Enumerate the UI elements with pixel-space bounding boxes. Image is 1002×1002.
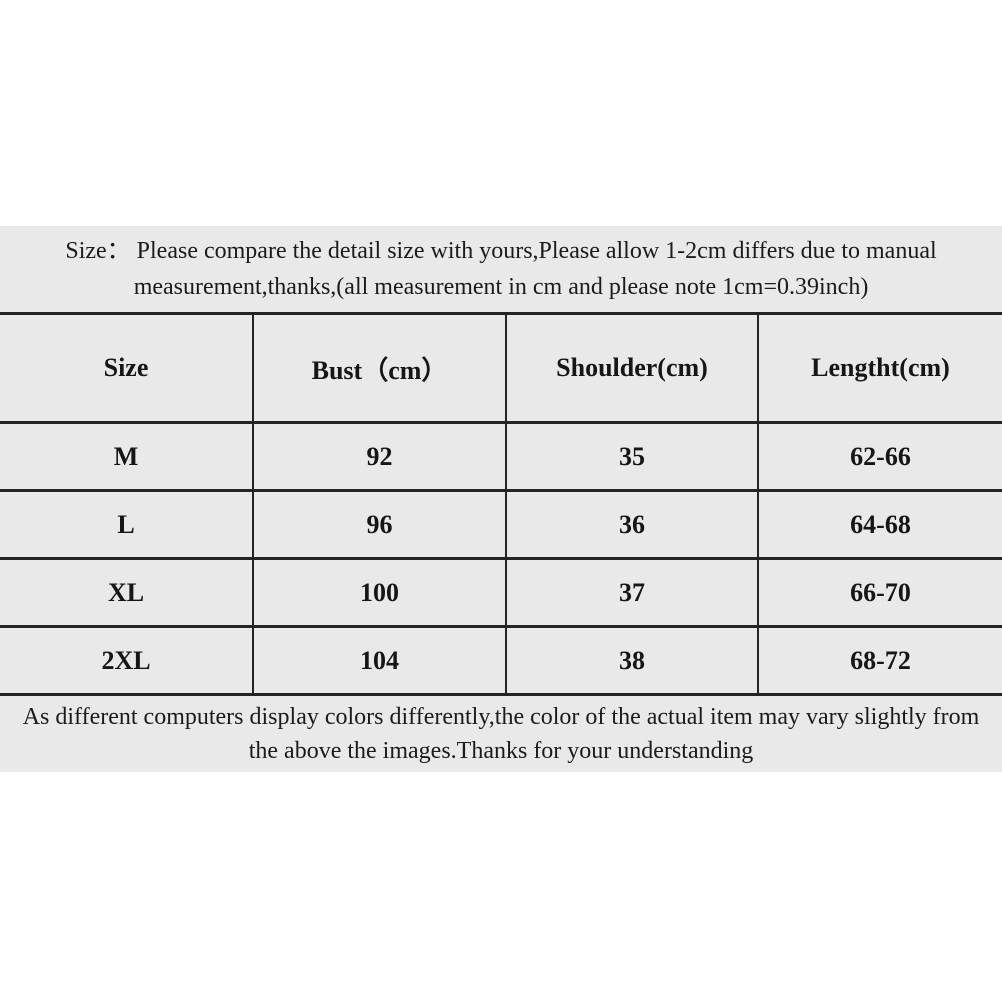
cell-size-xl: XL [0, 557, 254, 628]
color-disclaimer-line-1: As different computers display colors di… [22, 704, 980, 730]
color-disclaimer-line-2: the above the images.Thanks for your und… [248, 738, 754, 764]
cell-shoulder-xl: 37 [505, 557, 759, 628]
column-header-bust: Bust（cm） [252, 312, 507, 424]
measurement-note-line-1: Size： Please compare the detail size wit… [65, 238, 937, 264]
table-row-l: L 96 36 64-68 [0, 489, 1002, 560]
cell-length-l: 64-68 [757, 489, 1002, 560]
color-disclaimer-note: As different computers display colors di… [0, 696, 1002, 772]
cell-bust-2xl: 104 [252, 625, 507, 696]
cell-length-xl: 66-70 [757, 557, 1002, 628]
size-table: Size Bust（cm） Shoulder(cm) Lengtht(cm) M… [0, 312, 1002, 696]
cell-shoulder-m: 35 [505, 421, 759, 492]
cell-shoulder-2xl: 38 [505, 625, 759, 696]
cell-size-2xl: 2XL [0, 625, 254, 696]
size-table-header-row: Size Bust（cm） Shoulder(cm) Lengtht(cm) [0, 312, 1002, 424]
cell-bust-l: 96 [252, 489, 507, 560]
cell-length-m: 62-66 [757, 421, 1002, 492]
cell-bust-xl: 100 [252, 557, 507, 628]
column-header-size: Size [0, 312, 254, 424]
table-row-2xl: 2XL 104 38 68-72 [0, 625, 1002, 696]
top-whitespace [0, 0, 1002, 226]
cell-length-2xl: 68-72 [757, 625, 1002, 696]
measurement-note: Size： Please compare the detail size wit… [0, 226, 1002, 312]
cell-size-m: M [0, 421, 254, 492]
column-header-shoulder: Shoulder(cm) [505, 312, 759, 424]
table-row-xl: XL 100 37 66-70 [0, 557, 1002, 628]
column-header-length: Lengtht(cm) [757, 312, 1002, 424]
table-row-m: M 92 35 62-66 [0, 421, 1002, 492]
cell-bust-m: 92 [252, 421, 507, 492]
cell-shoulder-l: 36 [505, 489, 759, 560]
cell-size-l: L [0, 489, 254, 560]
measurement-note-line-2: measurement,thanks,(all measurement in c… [133, 274, 869, 300]
